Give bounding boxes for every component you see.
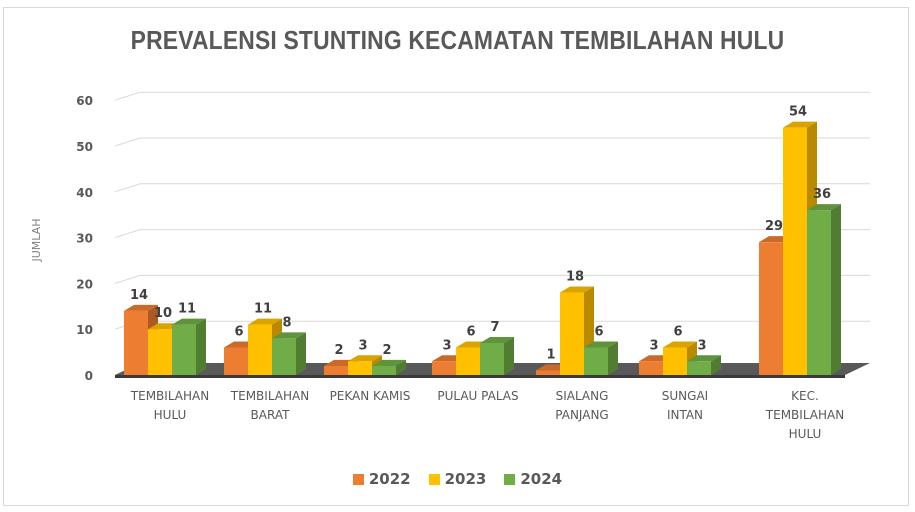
x-category-label: SUNGAI <box>662 389 708 403</box>
bar[interactable] <box>372 365 396 375</box>
y-tick-label: 50 <box>76 140 93 154</box>
data-label: 10 <box>154 306 172 321</box>
bar-group: 14 10 11 <box>124 288 206 375</box>
bar-group: 29 54 36 <box>759 105 841 376</box>
legend-item-2022[interactable]: 2022 <box>352 470 411 488</box>
bar[interactable] <box>348 361 372 375</box>
bar[interactable] <box>783 127 807 376</box>
data-label: 1 <box>546 347 555 362</box>
y-tick-label: 40 <box>76 186 93 200</box>
bar[interactable] <box>272 338 296 375</box>
data-label: 3 <box>649 338 658 353</box>
legend-label: 2024 <box>520 470 563 488</box>
bar[interactable] <box>432 361 456 375</box>
bar-group: 1 18 6 <box>536 270 618 375</box>
bar[interactable] <box>124 310 148 375</box>
x-category-label: TEMBILAHAN <box>130 389 209 403</box>
legend-label: 2023 <box>444 470 487 488</box>
data-label: 3 <box>697 338 706 353</box>
data-label: 6 <box>466 325 475 340</box>
x-category-label: BARAT <box>251 408 291 422</box>
data-label: 11 <box>178 302 196 317</box>
data-label: 14 <box>130 288 148 303</box>
chart-title: PREVALENSI STUNTING KECAMATAN TEMBILAHAN… <box>130 25 785 55</box>
x-category-label: KEC. <box>791 389 819 403</box>
bar[interactable] <box>536 370 560 375</box>
bar[interactable] <box>148 329 172 375</box>
legend-swatch-2022 <box>352 473 364 485</box>
legend-item-2023[interactable]: 2023 <box>428 470 487 488</box>
bar[interactable] <box>584 347 608 375</box>
legend-label: 2022 <box>368 470 411 488</box>
bar[interactable] <box>324 365 348 375</box>
data-label: 7 <box>490 320 499 335</box>
data-label: 36 <box>813 187 831 202</box>
legend-swatch-2023 <box>428 473 440 485</box>
bar-group: 6 11 8 <box>224 302 306 375</box>
data-label: 29 <box>765 219 783 234</box>
x-category-label: HULU <box>154 408 187 422</box>
x-category-label: PULAU PALAS <box>437 389 518 403</box>
x-category-label: SIALANG <box>556 389 609 403</box>
data-label: 3 <box>358 338 367 353</box>
data-label: 6 <box>234 325 243 340</box>
bar[interactable] <box>759 242 783 375</box>
y-tick-label: 20 <box>76 277 93 291</box>
x-category-label: INTAN <box>667 408 703 422</box>
data-label: 6 <box>594 325 603 340</box>
bar[interactable] <box>456 347 480 375</box>
bar[interactable] <box>807 210 831 375</box>
y-tick-label: 60 <box>76 94 93 108</box>
data-label: 2 <box>382 343 391 358</box>
x-category-label: PANJANG <box>555 408 608 422</box>
bar-group: 36 7 <box>432 320 514 375</box>
bar[interactable] <box>480 342 504 375</box>
legend-swatch-2024 <box>504 473 516 485</box>
x-category-label: TEMBILAHAN <box>765 408 844 422</box>
x-category-label: TEMBILAHAN <box>230 389 309 403</box>
bar-group: 363 <box>639 325 721 375</box>
y-tick-label: 10 <box>76 323 93 337</box>
chart-frame <box>3 7 909 506</box>
legend: 2022 2023 2024 <box>0 470 915 488</box>
data-label: 54 <box>789 105 807 120</box>
bar[interactable] <box>663 347 687 375</box>
data-label: 18 <box>566 270 584 285</box>
bar[interactable] <box>687 361 711 375</box>
y-tick-label: 30 <box>76 232 93 246</box>
x-category-label: PEKAN KAMIS <box>330 389 411 403</box>
data-label: 6 <box>673 325 682 340</box>
data-label: 3 <box>442 338 451 353</box>
bar[interactable] <box>639 361 663 375</box>
bar[interactable] <box>248 324 272 375</box>
bar[interactable] <box>224 347 248 375</box>
data-label: 8 <box>282 315 291 330</box>
x-category-label: HULU <box>789 427 822 441</box>
legend-item-2024[interactable]: 2024 <box>504 470 562 488</box>
bar[interactable] <box>560 292 584 375</box>
data-label: 11 <box>254 302 272 317</box>
data-label: 2 <box>334 343 343 358</box>
y-tick-label: 0 <box>85 369 93 383</box>
bar[interactable] <box>172 324 196 375</box>
